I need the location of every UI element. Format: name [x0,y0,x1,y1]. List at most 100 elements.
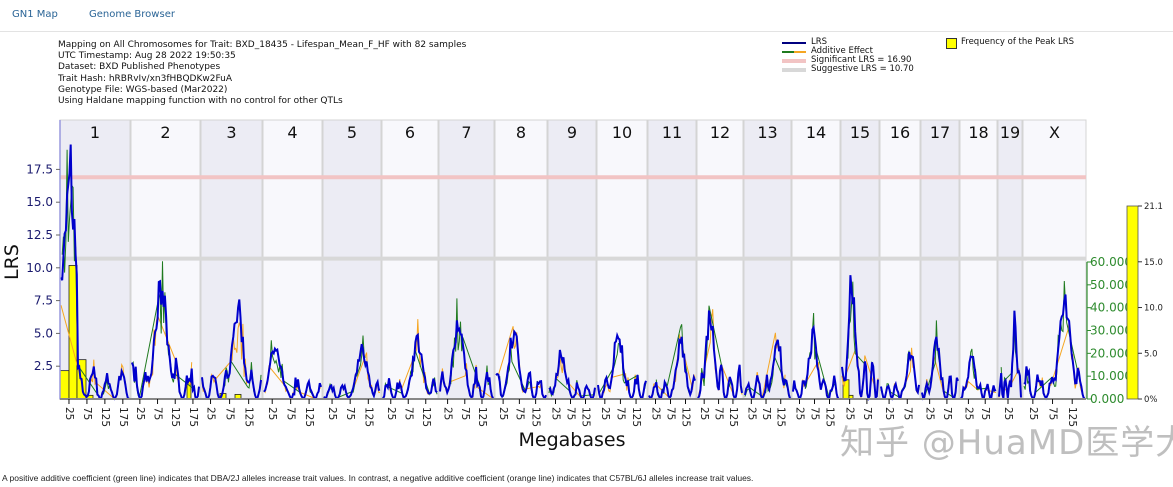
additive-tick-label: 40.000 [1090,301,1132,315]
info-genotype-file: Genotype File: WGS-based (Mar2022) [58,84,228,95]
y-tick-label: 7.5 [34,294,53,308]
frequency-tick-label: 21.1 [1144,202,1163,212]
additive-line-swatch [782,51,806,53]
chromosome-label[interactable]: 14 [806,123,826,142]
x-tick-label: 25 [326,407,338,420]
y-tick-label: 2.5 [34,359,53,373]
info-trait-hash: Trait Hash: hRBRvIv/xn3fHBQDKw2FuA [58,73,232,84]
x-tick-label: 125 [775,407,787,427]
info-dataset: Dataset: BXD Published Phenotypes [58,62,221,73]
lrs-line [60,144,130,401]
nav-genome-browser[interactable]: Genome Browser [89,9,175,20]
chromosome-label[interactable]: 8 [516,123,526,142]
chromosome-label[interactable]: X [1049,123,1060,142]
legend-suggestive: Suggestive LRS = 10.70 [782,65,932,74]
chromosome-label[interactable]: 4 [287,123,297,142]
lrs-line [841,275,879,402]
chromosome-label[interactable]: 3 [226,123,236,142]
info-title: Mapping on All Chromosomes for Trait: BX… [58,40,467,50]
legend-frequency: Frequency of the Peak LRS [961,37,1075,47]
chromosome-label[interactable]: 19 [1000,123,1020,142]
x-tick-label: 75 [344,407,356,420]
lrs-line [263,346,322,400]
chromosome-label[interactable]: 1 [90,123,100,142]
significant-line-swatch [782,59,806,63]
x-tick-label: 25 [205,407,217,420]
lrs-line [792,324,840,400]
suggestive-line-swatch [782,68,806,72]
x-tick-label: 125 [362,407,374,427]
x-tick-label: 75 [224,407,236,420]
x-tick-label: 175 [187,407,199,427]
x-tick-label: 125 [99,407,111,427]
chromosome-label[interactable]: 13 [757,123,777,142]
lrs-line [548,349,596,400]
frequency-swatch [946,38,957,49]
chromosome-label[interactable]: 16 [890,123,910,142]
chromosome-label[interactable]: 2 [160,123,170,142]
x-tick-label: 25 [266,407,278,420]
lrs-line [495,328,547,401]
x-tick-label: 125 [243,407,255,427]
legend-additive: Additive Effect [782,47,932,56]
x-tick-label: 25 [698,407,710,420]
chart-axes: 2.55.07.510.012.515.017.5LRSMegabases0.0… [1,120,1163,451]
x-tick-label: 25 [883,407,895,420]
info-mapping-method: Using Haldane mapping function with no c… [58,96,343,107]
frequency-tick-label: 15.0 [1144,258,1163,268]
x-tick-label: 125 [1066,407,1078,427]
chromosome-label[interactable]: 9 [567,123,577,142]
x-tick-label: 75 [402,407,414,420]
chromosome-label[interactable]: 18 [968,123,988,142]
x-tick-label: 25 [497,407,509,420]
additive-tick-label: 10.000 [1090,369,1132,383]
x-tick-label: 75 [614,407,626,420]
chart-legend: LRS Additive Effect Significant LRS = 16… [782,38,932,74]
x-tick-label: 75 [513,407,525,420]
x-tick-label: 25 [962,407,974,420]
chromosome-label[interactable]: 15 [850,123,870,142]
additive-tick-label: 60.000 [1090,255,1132,269]
frequency-scale-bar [1126,205,1139,400]
x-tick-label: 125 [680,407,692,427]
x-tick-label: 75 [861,407,873,420]
x-tick-label: 175 [117,407,129,427]
frequency-tick-label: 0% [1144,395,1158,405]
chromosome-label[interactable]: 10 [612,123,632,142]
lrs-line [131,279,200,400]
x-tick-label: 25 [650,407,662,420]
info-timestamp: UTC Timestamp: Aug 28 2022 19:50:35 [58,51,236,62]
x-axis-ticks: 25 75 125 175 25 75 125 175 25 75 125 25 75 125 25 75 12… [63,399,1078,427]
frequency-bar [842,379,850,400]
x-tick-label: 25 [1027,407,1039,420]
lrs-line [597,331,647,400]
chromosome-label[interactable]: 12 [710,123,730,142]
x-tick-label: 75 [81,407,93,420]
x-tick-label: 125 [420,407,432,427]
lrs-line [998,310,1022,399]
x-tick-label: 25 [442,407,454,420]
x-tick-label: 75 [941,407,953,420]
frequency-bar [59,370,70,400]
x-tick-label: 25 [599,407,611,420]
x-tick-label: 125 [530,407,542,427]
chromosome-label[interactable]: 17 [930,123,950,142]
x-tick-label: 125 [169,407,181,427]
chromosome-label[interactable]: 5 [347,123,357,142]
chromosome-label[interactable]: 7 [461,123,471,142]
x-tick-label: 125 [824,407,836,427]
x-tick-label: 25 [134,407,146,420]
x-tick-label: 75 [152,407,164,420]
y-tick-label: 17.5 [26,162,53,176]
nav-gn1-map[interactable]: GN1 Map [12,9,58,20]
additive-tick-label: 20.000 [1090,346,1132,360]
frequency-tick-label: 10.0 [1144,304,1163,314]
x-tick-label: 75 [809,407,821,420]
y-axis-title: LRS [1,244,23,280]
chromosome-label[interactable]: 6 [405,123,415,142]
x-tick-label: 75 [1047,407,1059,420]
watermark: 知乎 @HuaMD医学大数据 [840,423,1173,463]
chromosome-label[interactable]: 11 [662,123,682,142]
additive-positive-line [450,298,493,400]
